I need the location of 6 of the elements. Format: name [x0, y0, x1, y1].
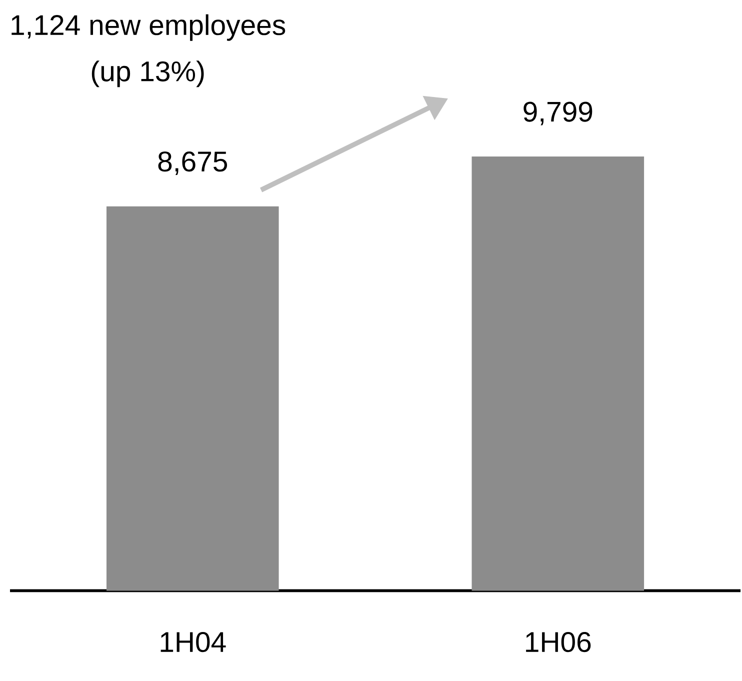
x-tick-label: 1H06	[526, 632, 591, 652]
text: 1,124 new employees	[12, 14, 286, 41]
data-label: 9,799	[524, 102, 592, 126]
text: (up 13%)	[92, 60, 204, 87]
x-tick-label: 1H04	[160, 632, 226, 652]
data-label: 8,675	[158, 151, 228, 175]
